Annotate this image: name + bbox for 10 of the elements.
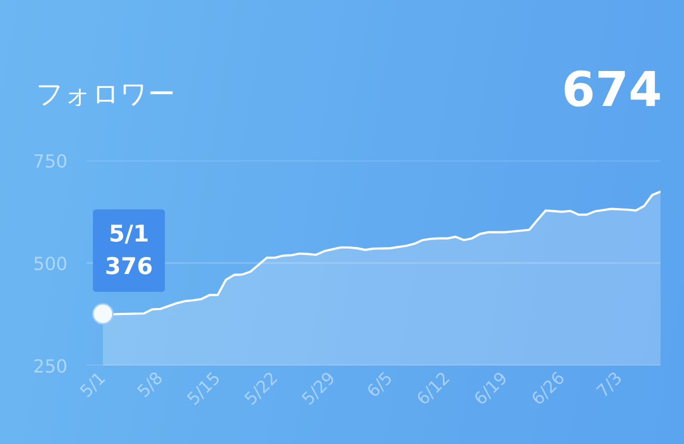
y-tick-label: 250 bbox=[33, 356, 68, 378]
annotation: 5/1 376 bbox=[104, 221, 153, 280]
x-tick-label: 5/1 bbox=[76, 368, 110, 402]
text: 674 bbox=[562, 62, 662, 118]
x-tick-label: 7/3 bbox=[593, 368, 627, 402]
x-tick-label: 5/8 bbox=[134, 368, 168, 402]
x-tick-label: 6/5 bbox=[363, 368, 397, 402]
y-tick-label: 750 bbox=[33, 152, 68, 172]
chart-title: フォロワー bbox=[36, 79, 175, 112]
y-tick-label: 500 bbox=[33, 254, 68, 275]
